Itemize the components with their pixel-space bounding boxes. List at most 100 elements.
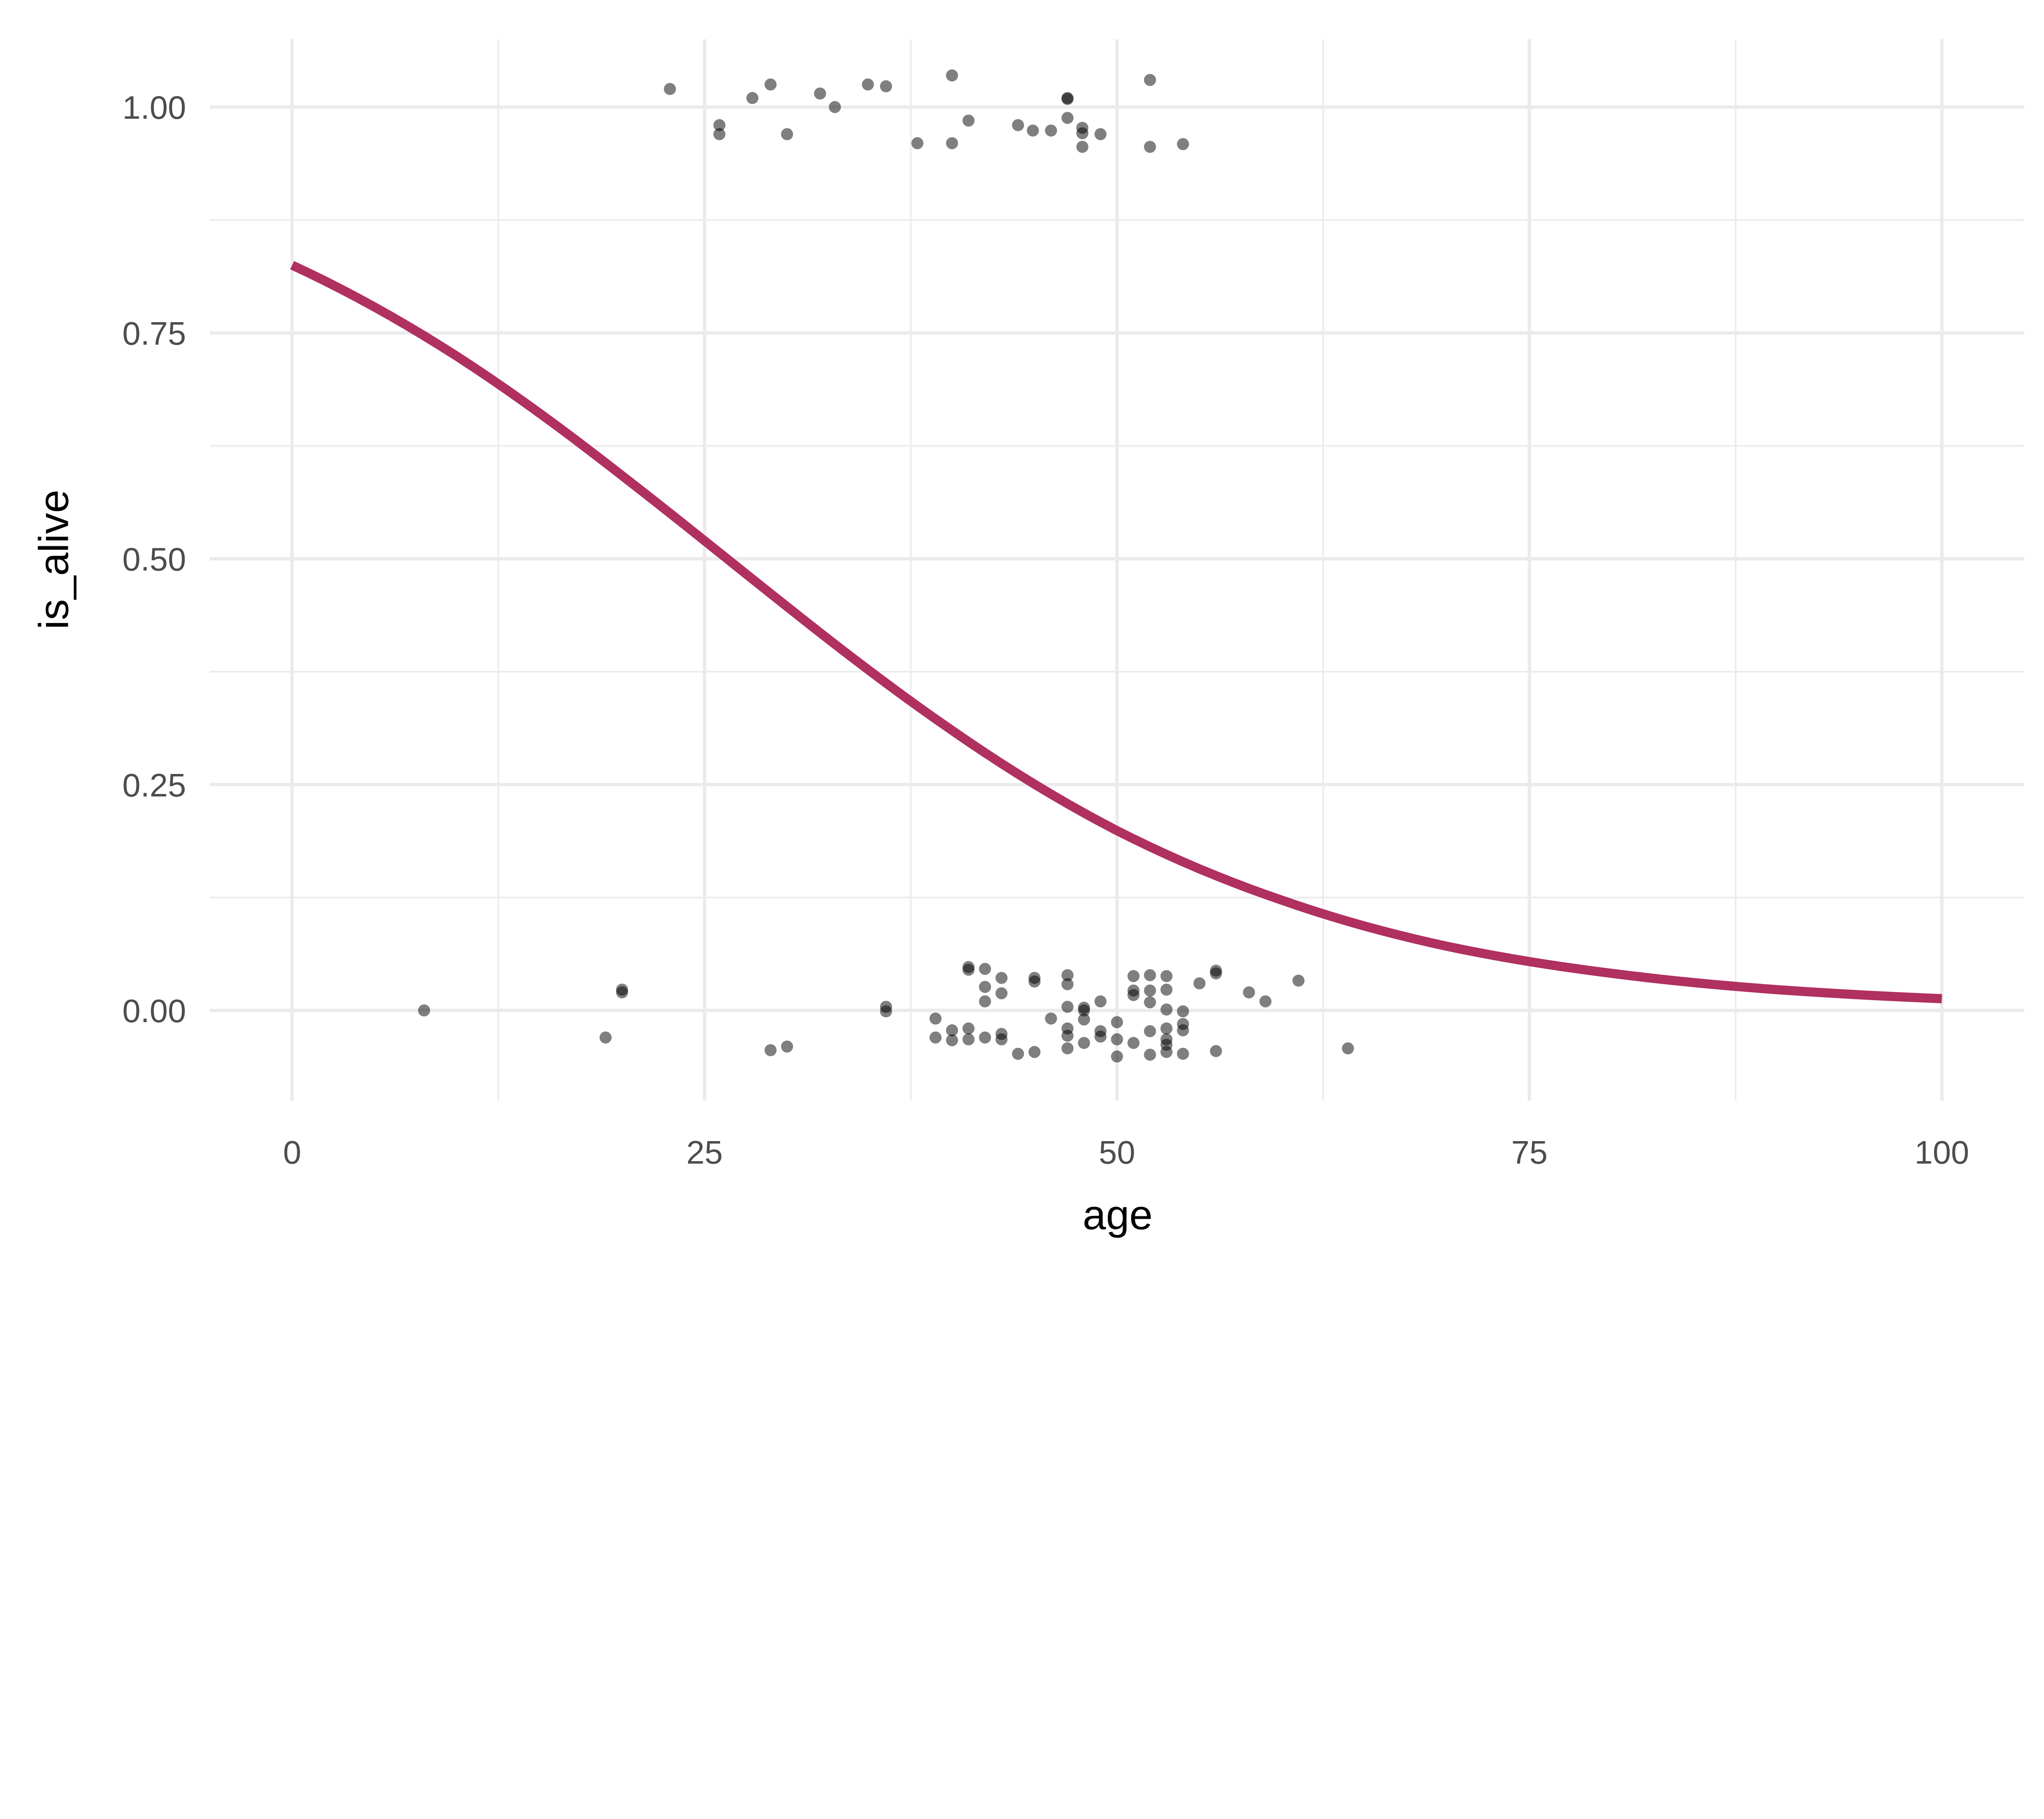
data-point xyxy=(1012,1047,1024,1060)
data-point xyxy=(663,83,676,95)
data-point xyxy=(1078,1037,1090,1049)
data-point xyxy=(946,69,958,82)
data-point xyxy=(1144,969,1156,981)
logistic-fit-curve xyxy=(290,261,1942,1003)
data-point xyxy=(911,137,923,149)
data-point xyxy=(979,981,991,993)
y-tick-label: 0.25 xyxy=(122,767,186,803)
data-point xyxy=(962,964,975,976)
data-point xyxy=(1177,1024,1189,1036)
data-point xyxy=(1061,969,1074,981)
data-point xyxy=(979,1031,991,1044)
data-point xyxy=(1061,112,1074,124)
data-point xyxy=(1259,995,1272,1007)
data-point xyxy=(962,1022,975,1035)
y-tick-label: 0.75 xyxy=(122,315,186,352)
data-point xyxy=(1094,128,1107,140)
data-point xyxy=(1061,1042,1074,1054)
data-point xyxy=(1160,1003,1173,1016)
data-point xyxy=(995,987,1008,1000)
data-point xyxy=(418,1004,430,1017)
data-point xyxy=(946,137,958,149)
data-point xyxy=(1243,986,1255,998)
data-point xyxy=(979,962,991,975)
data-point xyxy=(1193,977,1206,989)
data-point xyxy=(746,92,759,104)
data-point xyxy=(1127,989,1140,1001)
data-point xyxy=(1160,1046,1173,1058)
data-point xyxy=(1028,975,1041,988)
y-tick-label: 0.00 xyxy=(122,992,186,1029)
data-point xyxy=(880,80,892,92)
data-point xyxy=(1061,1000,1074,1013)
data-point xyxy=(1045,124,1057,137)
data-point xyxy=(1078,1013,1090,1026)
data-point xyxy=(862,78,874,91)
data-point xyxy=(1160,983,1173,996)
data-point xyxy=(929,1031,942,1044)
data-point xyxy=(829,101,841,113)
data-point xyxy=(1127,970,1140,982)
data-point xyxy=(764,1044,777,1056)
data-point xyxy=(1160,970,1173,982)
x-tick-label: 0 xyxy=(283,1134,301,1171)
data-point xyxy=(1045,1012,1057,1025)
data-point xyxy=(1144,1025,1156,1037)
data-point xyxy=(962,114,975,127)
data-point xyxy=(1061,93,1074,105)
data-point xyxy=(1094,995,1107,1007)
x-tick-label: 75 xyxy=(1511,1134,1548,1171)
data-point xyxy=(1028,1046,1041,1058)
data-point xyxy=(1094,1030,1107,1043)
data-point xyxy=(1160,1022,1173,1035)
data-point xyxy=(713,119,726,131)
x-tick-label: 100 xyxy=(1914,1134,1969,1171)
data-point xyxy=(1144,141,1156,153)
data-point xyxy=(764,78,777,91)
data-point xyxy=(1292,974,1305,987)
data-point xyxy=(1061,978,1074,991)
data-point xyxy=(1177,1047,1189,1060)
data-point xyxy=(1127,1037,1140,1049)
data-point xyxy=(599,1031,612,1044)
x-tick-label: 50 xyxy=(1099,1134,1135,1171)
data-point xyxy=(713,128,726,140)
logistic-regression-chart: 0 25 50 75 100 0.00 0.25 0.50 0.75 1.00 age is_a… xyxy=(30,39,2024,1238)
data-point xyxy=(1061,1029,1074,1042)
data-point xyxy=(1111,1033,1123,1045)
data-point xyxy=(1076,141,1089,153)
data-point xyxy=(962,1033,975,1045)
data-point xyxy=(946,1034,958,1047)
scatter-points xyxy=(418,69,1354,1063)
x-tick-label: 25 xyxy=(686,1134,723,1171)
x-tick-labels: 0 25 50 75 100 xyxy=(283,1134,1969,1171)
x-axis-label: age xyxy=(1083,1191,1152,1238)
data-point xyxy=(1177,1005,1189,1018)
data-point xyxy=(929,1012,942,1025)
data-point xyxy=(1144,984,1156,997)
data-point xyxy=(616,986,628,998)
data-point xyxy=(781,1040,793,1053)
data-point xyxy=(979,995,991,1007)
data-point xyxy=(946,1024,958,1036)
data-point xyxy=(1078,1004,1090,1017)
y-axis-label: is_alive xyxy=(30,490,77,630)
data-point xyxy=(1210,967,1222,980)
y-tick-labels: 0.00 0.25 0.50 0.75 1.00 xyxy=(122,89,186,1029)
gridlines xyxy=(209,39,2024,1101)
data-point xyxy=(1342,1042,1354,1054)
data-point xyxy=(1076,127,1089,139)
data-point xyxy=(1144,996,1156,1009)
data-point xyxy=(814,87,826,100)
y-tick-label: 0.50 xyxy=(122,541,186,577)
data-point xyxy=(1144,74,1156,86)
data-point xyxy=(1177,138,1189,150)
y-tick-label: 1.00 xyxy=(122,89,186,126)
data-point xyxy=(1144,1048,1156,1061)
data-point xyxy=(995,1033,1008,1045)
data-point xyxy=(1026,124,1039,137)
data-point xyxy=(1111,1016,1123,1028)
data-point xyxy=(1210,1045,1222,1057)
data-point xyxy=(995,972,1008,984)
data-point xyxy=(781,128,793,140)
